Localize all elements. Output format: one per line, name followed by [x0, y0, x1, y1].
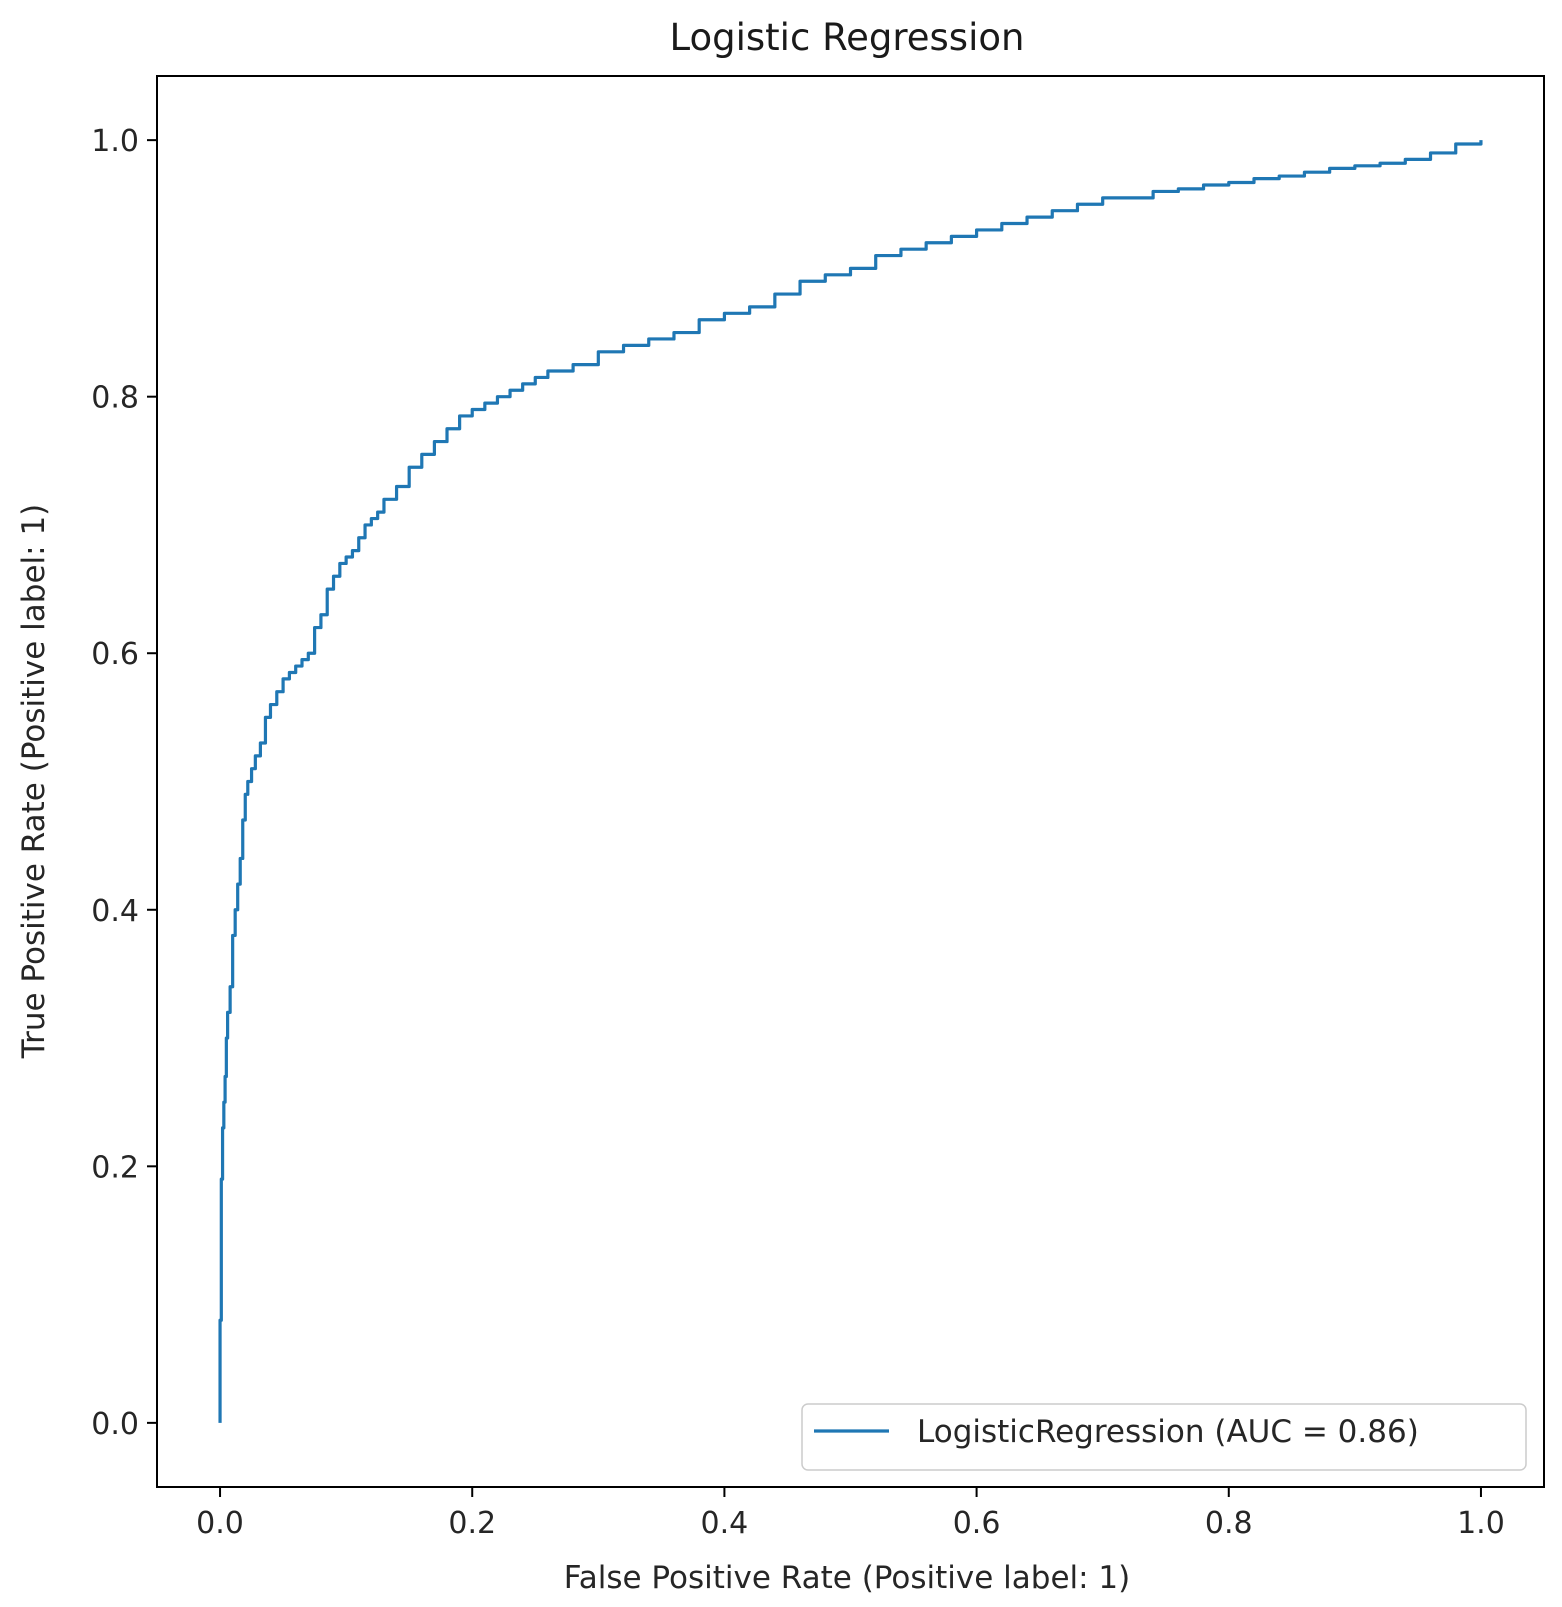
- y-tick-label: 0.2: [91, 1150, 139, 1185]
- y-tick-label: 1.0: [91, 124, 139, 159]
- x-tick-label: 0.0: [196, 1506, 244, 1541]
- x-tick-label: 1.0: [1457, 1506, 1505, 1541]
- roc-curve-line: [218, 140, 1483, 1423]
- chart-title: Logistic Regression: [670, 16, 1025, 59]
- legend: LogisticRegression (AUC = 0.86): [801, 1403, 1527, 1471]
- x-tick-label: 0.6: [953, 1506, 1001, 1541]
- legend-box: [801, 1403, 1527, 1471]
- x-tick-label: 0.4: [701, 1506, 749, 1541]
- y-tick-label: 0.4: [91, 894, 139, 929]
- series-layer: [218, 140, 1483, 1423]
- y-tick-label: 0.0: [91, 1407, 139, 1442]
- plot-area: [157, 76, 1544, 1487]
- x-axis-label: False Positive Rate (Positive label: 1): [564, 1560, 1131, 1596]
- x-axis-ticks: 0.0 0.2 0.4 0.6 0.8 1.0: [196, 1487, 1505, 1541]
- x-tick-label: 0.8: [1205, 1506, 1253, 1541]
- y-tick-label: 0.6: [91, 637, 139, 672]
- y-axis-label: True Positive Rate (Positive label: 1): [16, 504, 52, 1060]
- legend-entry-label: LogisticRegression (AUC = 0.86): [917, 1414, 1419, 1450]
- y-axis-ticks: 0.0 0.2 0.4 0.6 0.8 1.0: [91, 124, 157, 1442]
- axes-frame: [156, 75, 1545, 1488]
- axes-background: [157, 76, 1544, 1487]
- x-tick-label: 0.2: [448, 1506, 496, 1541]
- y-tick-label: 0.8: [91, 381, 139, 416]
